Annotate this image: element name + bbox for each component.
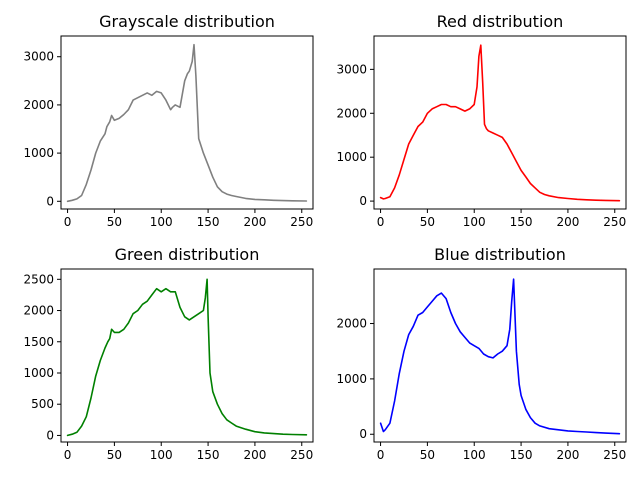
- blue-x-tick-label: 250: [603, 448, 626, 462]
- blue-x-tick-label: 150: [510, 448, 533, 462]
- blue-x-tick-label: 200: [556, 448, 579, 462]
- grayscale-axes-frame: [60, 35, 314, 210]
- blue-x-tick-label: 50: [420, 448, 435, 462]
- red-x-tick-label: 0: [377, 215, 385, 229]
- green-title: Green distribution: [115, 245, 260, 264]
- red-y-tick-label: 3000: [336, 62, 367, 76]
- red-y-tick-label: 1000: [336, 150, 367, 164]
- green-x-tick-label: 0: [64, 448, 72, 462]
- red-y-tick-label: 2000: [336, 106, 367, 120]
- grayscale-y-tick-label: 2000: [23, 98, 54, 112]
- grayscale-series-line: [66, 43, 308, 203]
- green-y-tick-label: 1500: [23, 335, 54, 349]
- grayscale-y-tick-label: 3000: [23, 50, 54, 64]
- grayscale-x-tick-label: 150: [197, 215, 220, 229]
- green-x-tick-label: 100: [150, 448, 173, 462]
- green-y-tick-label: 2000: [23, 304, 54, 318]
- red-panel: Red distribution 0 50 100 150 200 250 0 1000 2000…: [336, 12, 627, 229]
- blue-panel: Blue distribution 0 50 100 150 200 250 0 1000 200…: [336, 245, 627, 462]
- red-x-tick-label: 200: [556, 215, 579, 229]
- grayscale-panel: Grayscale distribution 0 50 100 150 200 250 0 10…: [23, 12, 314, 229]
- blue-y-tick-label: 0: [359, 427, 367, 441]
- green-y-tick-label: 1000: [23, 366, 54, 380]
- red-axes-frame: [373, 35, 627, 210]
- green-x-tick-label: 150: [197, 448, 220, 462]
- red-x-tick-label: 150: [510, 215, 533, 229]
- blue-title: Blue distribution: [434, 245, 566, 264]
- blue-axes-frame: [373, 268, 627, 443]
- green-y-tick-label: 2500: [23, 272, 54, 286]
- grayscale-x-tick-label: 0: [64, 215, 72, 229]
- red-x-tick-label: 50: [420, 215, 435, 229]
- green-y-tick-label: 500: [31, 397, 54, 411]
- blue-y-tick-label: 2000: [336, 317, 367, 331]
- grayscale-y-tick-label: 1000: [23, 146, 54, 160]
- blue-x-tick-label: 100: [463, 448, 486, 462]
- blue-x-tick-label: 0: [377, 448, 385, 462]
- green-y-tick-label: 0: [46, 428, 54, 442]
- grayscale-x-tick-label: 200: [243, 215, 266, 229]
- green-series-line: [66, 278, 308, 437]
- grayscale-x-tick-label: 100: [150, 215, 173, 229]
- red-title: Red distribution: [437, 12, 564, 31]
- red-y-tick-label: 0: [359, 194, 367, 208]
- blue-y-tick-label: 1000: [336, 372, 367, 386]
- green-x-tick-label: 200: [243, 448, 266, 462]
- red-x-tick-label: 250: [603, 215, 626, 229]
- grayscale-x-tick-label: 250: [290, 215, 313, 229]
- blue-series-line: [379, 278, 621, 435]
- green-x-tick-label: 250: [290, 448, 313, 462]
- green-x-tick-label: 50: [107, 448, 122, 462]
- red-x-tick-label: 100: [463, 215, 486, 229]
- red-series-line: [379, 44, 621, 202]
- grayscale-x-tick-label: 50: [107, 215, 122, 229]
- grayscale-title: Grayscale distribution: [99, 12, 275, 31]
- grayscale-y-tick-label: 0: [46, 194, 54, 208]
- green-axes-frame: [60, 268, 314, 443]
